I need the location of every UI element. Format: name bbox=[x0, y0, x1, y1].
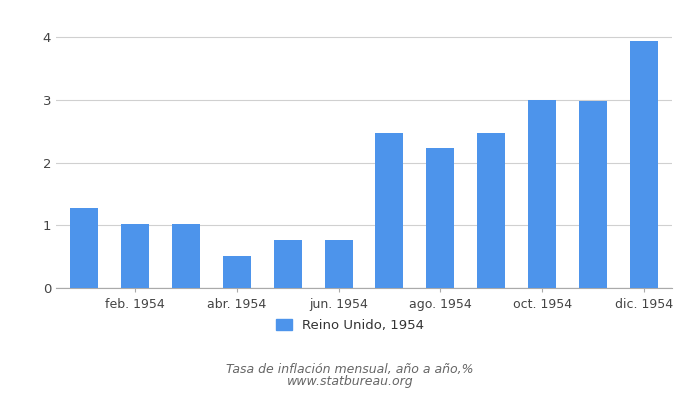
Bar bbox=[172, 224, 200, 288]
Bar bbox=[426, 148, 454, 288]
Text: www.statbureau.org: www.statbureau.org bbox=[287, 375, 413, 388]
Text: Tasa de inflación mensual, año a año,%: Tasa de inflación mensual, año a año,% bbox=[226, 363, 474, 376]
Bar bbox=[121, 224, 149, 288]
Bar bbox=[579, 101, 607, 288]
Bar bbox=[528, 100, 556, 288]
Bar bbox=[325, 240, 353, 288]
Bar bbox=[274, 240, 302, 288]
Bar bbox=[70, 208, 98, 288]
Bar bbox=[477, 133, 505, 288]
Legend: Reino Unido, 1954: Reino Unido, 1954 bbox=[270, 314, 430, 338]
Bar bbox=[630, 41, 658, 288]
Bar bbox=[375, 133, 403, 288]
Bar bbox=[223, 256, 251, 288]
